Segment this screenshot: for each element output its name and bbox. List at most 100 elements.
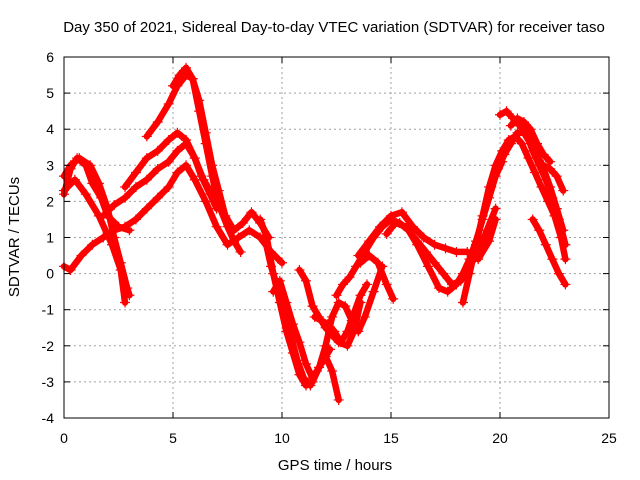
data-point: [235, 246, 246, 257]
data-point: [87, 178, 98, 189]
data-point: [109, 225, 120, 236]
data-point: [69, 174, 80, 185]
data-point: [457, 297, 468, 308]
data-point: [486, 181, 497, 192]
data-point: [181, 135, 192, 146]
data-point: [307, 301, 318, 312]
data-point: [527, 145, 538, 156]
data-point: [418, 232, 429, 243]
data-point: [222, 239, 233, 250]
data-point: [340, 301, 351, 312]
data-point: [505, 138, 516, 149]
data-point: [362, 279, 373, 290]
x-tick-label: 20: [492, 430, 508, 446]
data-point: [98, 232, 109, 243]
data-point: [355, 257, 366, 268]
data-point: [532, 138, 543, 149]
data-point: [152, 192, 163, 203]
data-point: [388, 293, 399, 304]
data-point: [213, 200, 224, 211]
data-point: [152, 145, 163, 156]
data-series: [59, 62, 571, 405]
data-point: [327, 311, 338, 322]
data-point: [211, 221, 222, 232]
y-axis-label: SDTVAR / TECUs: [6, 177, 23, 297]
data-point: [538, 160, 549, 171]
data-point: [172, 127, 183, 138]
data-point: [442, 286, 453, 297]
data-point: [490, 203, 501, 214]
data-point: [433, 283, 444, 294]
series-trace: [60, 162, 286, 274]
y-tick-label: 5: [46, 85, 54, 101]
data-point: [222, 221, 233, 232]
data-point: [344, 272, 355, 283]
data-point: [401, 221, 412, 232]
data-point: [298, 373, 309, 384]
data-point: [294, 337, 305, 348]
data-point: [172, 167, 183, 178]
data-point: [246, 207, 257, 218]
data-point: [268, 286, 279, 297]
axis-ticks: 0 5 10 15 20 25 -4 -3 -2 -1 0 1 2 3 4 5 6: [42, 49, 617, 446]
data-point: [471, 239, 482, 250]
data-point: [553, 268, 564, 279]
data-point: [277, 257, 287, 268]
data-point: [141, 203, 152, 214]
data-point: [499, 149, 510, 160]
data-point: [255, 214, 266, 225]
data-point: [87, 239, 98, 250]
data-point: [477, 210, 488, 221]
data-point: [120, 192, 131, 203]
y-tick-label: -4: [42, 410, 55, 426]
data-point: [181, 160, 192, 171]
x-axis-label: GPS time / hours: [278, 457, 392, 474]
data-point: [194, 106, 205, 117]
data-point: [540, 174, 551, 185]
data-point: [342, 340, 353, 351]
data-point: [109, 200, 120, 211]
data-point: [152, 163, 163, 174]
data-point: [381, 279, 392, 290]
data-point: [359, 311, 370, 322]
data-point: [65, 163, 76, 174]
data-point: [141, 131, 152, 142]
data-point: [353, 250, 364, 261]
x-tick-label: 0: [60, 430, 68, 446]
data-point: [495, 109, 505, 120]
data-point: [187, 73, 198, 84]
data-point: [355, 290, 366, 301]
series-trace: [529, 216, 569, 288]
data-point: [440, 243, 451, 254]
data-point: [120, 181, 131, 192]
series-track-6: [120, 127, 218, 200]
data-point: [174, 70, 185, 81]
y-tick-label: 2: [46, 193, 54, 209]
data-point: [300, 275, 311, 286]
data-point: [540, 239, 551, 250]
data-point: [451, 279, 462, 290]
series-track-11: [268, 275, 344, 405]
data-point: [451, 246, 462, 257]
data-point: [342, 326, 353, 337]
x-tick-label: 25: [601, 430, 617, 446]
y-tick-label: 1: [46, 230, 54, 246]
series-trace: [355, 208, 499, 263]
data-point: [141, 174, 152, 185]
data-point: [266, 261, 277, 272]
data-point: [207, 171, 218, 182]
data-point: [324, 344, 335, 355]
y-tick-label: 0: [46, 266, 54, 282]
data-point: [396, 207, 407, 218]
data-point: [368, 286, 379, 297]
data-point: [98, 210, 109, 221]
x-tick-label: 10: [274, 430, 290, 446]
data-point: [200, 138, 211, 149]
data-point: [423, 261, 434, 272]
data-point: [547, 192, 558, 203]
data-point: [96, 192, 107, 203]
data-point: [316, 315, 327, 326]
y-tick-label: -1: [42, 302, 55, 318]
series-track-8: [168, 62, 246, 257]
